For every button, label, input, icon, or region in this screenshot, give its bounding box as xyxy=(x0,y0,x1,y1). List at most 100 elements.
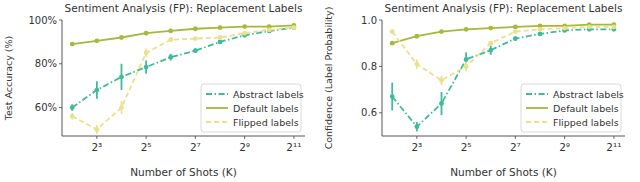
y-axis-label: Test Accuracy (%) xyxy=(3,36,14,122)
point xyxy=(439,29,444,34)
point xyxy=(70,105,75,110)
point xyxy=(218,25,223,30)
panel: Sentiment Analysis (FP): Replacement Lab… xyxy=(3,2,305,178)
point xyxy=(242,24,247,29)
point xyxy=(168,29,173,34)
y-tick xyxy=(379,112,382,113)
point xyxy=(390,41,395,46)
y-tick xyxy=(59,63,62,64)
x-tick xyxy=(146,136,147,139)
point xyxy=(439,101,444,106)
y-axis xyxy=(62,20,63,136)
point xyxy=(218,39,223,44)
y-tick xyxy=(59,20,62,21)
y-tick-label: 0.8 xyxy=(361,61,377,72)
point xyxy=(513,36,518,41)
point xyxy=(168,55,173,60)
figure: Sentiment Analysis (FP): Replacement Lab… xyxy=(0,0,640,182)
x-tick xyxy=(244,136,245,139)
point xyxy=(414,34,419,39)
point xyxy=(414,62,419,67)
legend-label: Default labels xyxy=(233,103,299,114)
x-tick-label: 2⁷ xyxy=(510,141,521,153)
point xyxy=(464,64,469,69)
point xyxy=(291,25,296,30)
point xyxy=(218,35,223,40)
legend-swatch xyxy=(206,107,228,109)
point xyxy=(119,35,124,40)
point xyxy=(513,29,518,34)
point xyxy=(193,48,198,53)
point xyxy=(538,27,543,32)
point xyxy=(267,27,272,32)
point xyxy=(119,75,124,80)
x-axis-label: Number of Shots (K) xyxy=(450,166,557,178)
point xyxy=(144,50,149,55)
x-tick-label: 2³ xyxy=(411,141,422,153)
point xyxy=(488,48,493,53)
x-tick-label: 2¹¹ xyxy=(286,141,301,153)
legend-swatch xyxy=(526,107,548,109)
point xyxy=(414,124,419,129)
point xyxy=(144,65,149,70)
y-tick-label: 0.6 xyxy=(361,107,377,118)
x-axis xyxy=(382,136,625,137)
point xyxy=(390,29,395,34)
point xyxy=(464,27,469,32)
point xyxy=(488,26,493,31)
x-tick-label: 2⁹ xyxy=(559,141,570,153)
chart-title: Sentiment Analysis (FP): Replacement Lab… xyxy=(65,2,303,14)
point xyxy=(94,88,99,93)
point xyxy=(119,105,124,110)
legend-label: Flipped labels xyxy=(553,117,619,128)
x-tick-label: 2¹¹ xyxy=(606,141,621,153)
point xyxy=(587,25,592,30)
point xyxy=(390,94,395,99)
point xyxy=(538,32,543,37)
x-tick-label: 2³ xyxy=(91,141,102,153)
x-tick xyxy=(515,136,516,139)
x-tick xyxy=(96,136,97,139)
legend-swatch xyxy=(526,121,548,123)
legend-label: Abstract labels xyxy=(553,89,624,100)
point xyxy=(562,26,567,31)
x-tick xyxy=(195,136,196,139)
point xyxy=(193,36,198,41)
x-tick-label: 2⁵ xyxy=(461,141,472,153)
y-tick xyxy=(379,66,382,67)
point xyxy=(611,25,616,30)
series xyxy=(70,23,296,46)
point xyxy=(439,78,444,83)
panel: Sentiment Analysis (FP): Replacement Lab… xyxy=(323,2,625,178)
x-axis-label: Number of Shots (K) xyxy=(130,166,237,178)
series xyxy=(390,25,616,85)
legend-swatch xyxy=(206,121,228,123)
legend-label: Default labels xyxy=(553,103,619,114)
x-tick xyxy=(293,136,294,139)
y-tick xyxy=(59,107,62,108)
point xyxy=(242,31,247,36)
legend: Abstract labelsDefault labelsFlipped lab… xyxy=(201,84,304,132)
legend: Abstract labels Default labels Flipped lab… xyxy=(521,84,624,132)
x-tick xyxy=(466,136,467,139)
point xyxy=(94,38,99,43)
series-line xyxy=(72,25,294,44)
y-tick-label: 100% xyxy=(28,15,57,26)
legend-swatch xyxy=(526,93,548,95)
point xyxy=(94,127,99,132)
point xyxy=(291,25,296,30)
point xyxy=(70,114,75,119)
point xyxy=(168,37,173,42)
y-tick-label: 60% xyxy=(35,102,57,113)
series-line xyxy=(392,27,614,80)
y-tick-label: 1.0 xyxy=(361,15,377,26)
legend-label: Abstract labels xyxy=(233,89,304,100)
y-axis-label: Confidence (Label Probability) xyxy=(323,7,334,150)
x-axis xyxy=(62,136,305,137)
point xyxy=(464,57,469,62)
legend-swatch xyxy=(206,93,228,95)
x-tick-label: 2⁷ xyxy=(190,141,201,153)
point xyxy=(70,42,75,47)
x-tick-label: 2⁵ xyxy=(141,141,152,153)
point xyxy=(144,31,149,36)
